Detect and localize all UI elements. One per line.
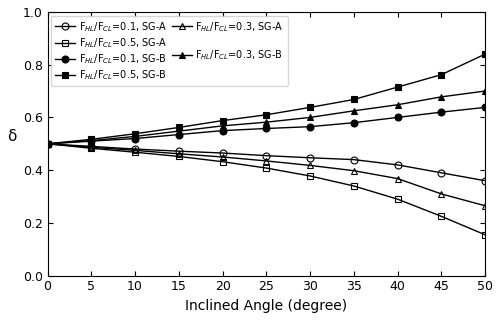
Y-axis label: δ: δ [7, 129, 16, 144]
X-axis label: Inclined Angle (degree): Inclined Angle (degree) [186, 299, 348, 313]
Legend: F$_{HL}$/F$_{CL}$=0.1, SG-A, F$_{HL}$/F$_{CL}$=0.5, SG-A, F$_{HL}$/F$_{CL}$=0.1,: F$_{HL}$/F$_{CL}$=0.1, SG-A, F$_{HL}$/F$… [52, 16, 288, 86]
